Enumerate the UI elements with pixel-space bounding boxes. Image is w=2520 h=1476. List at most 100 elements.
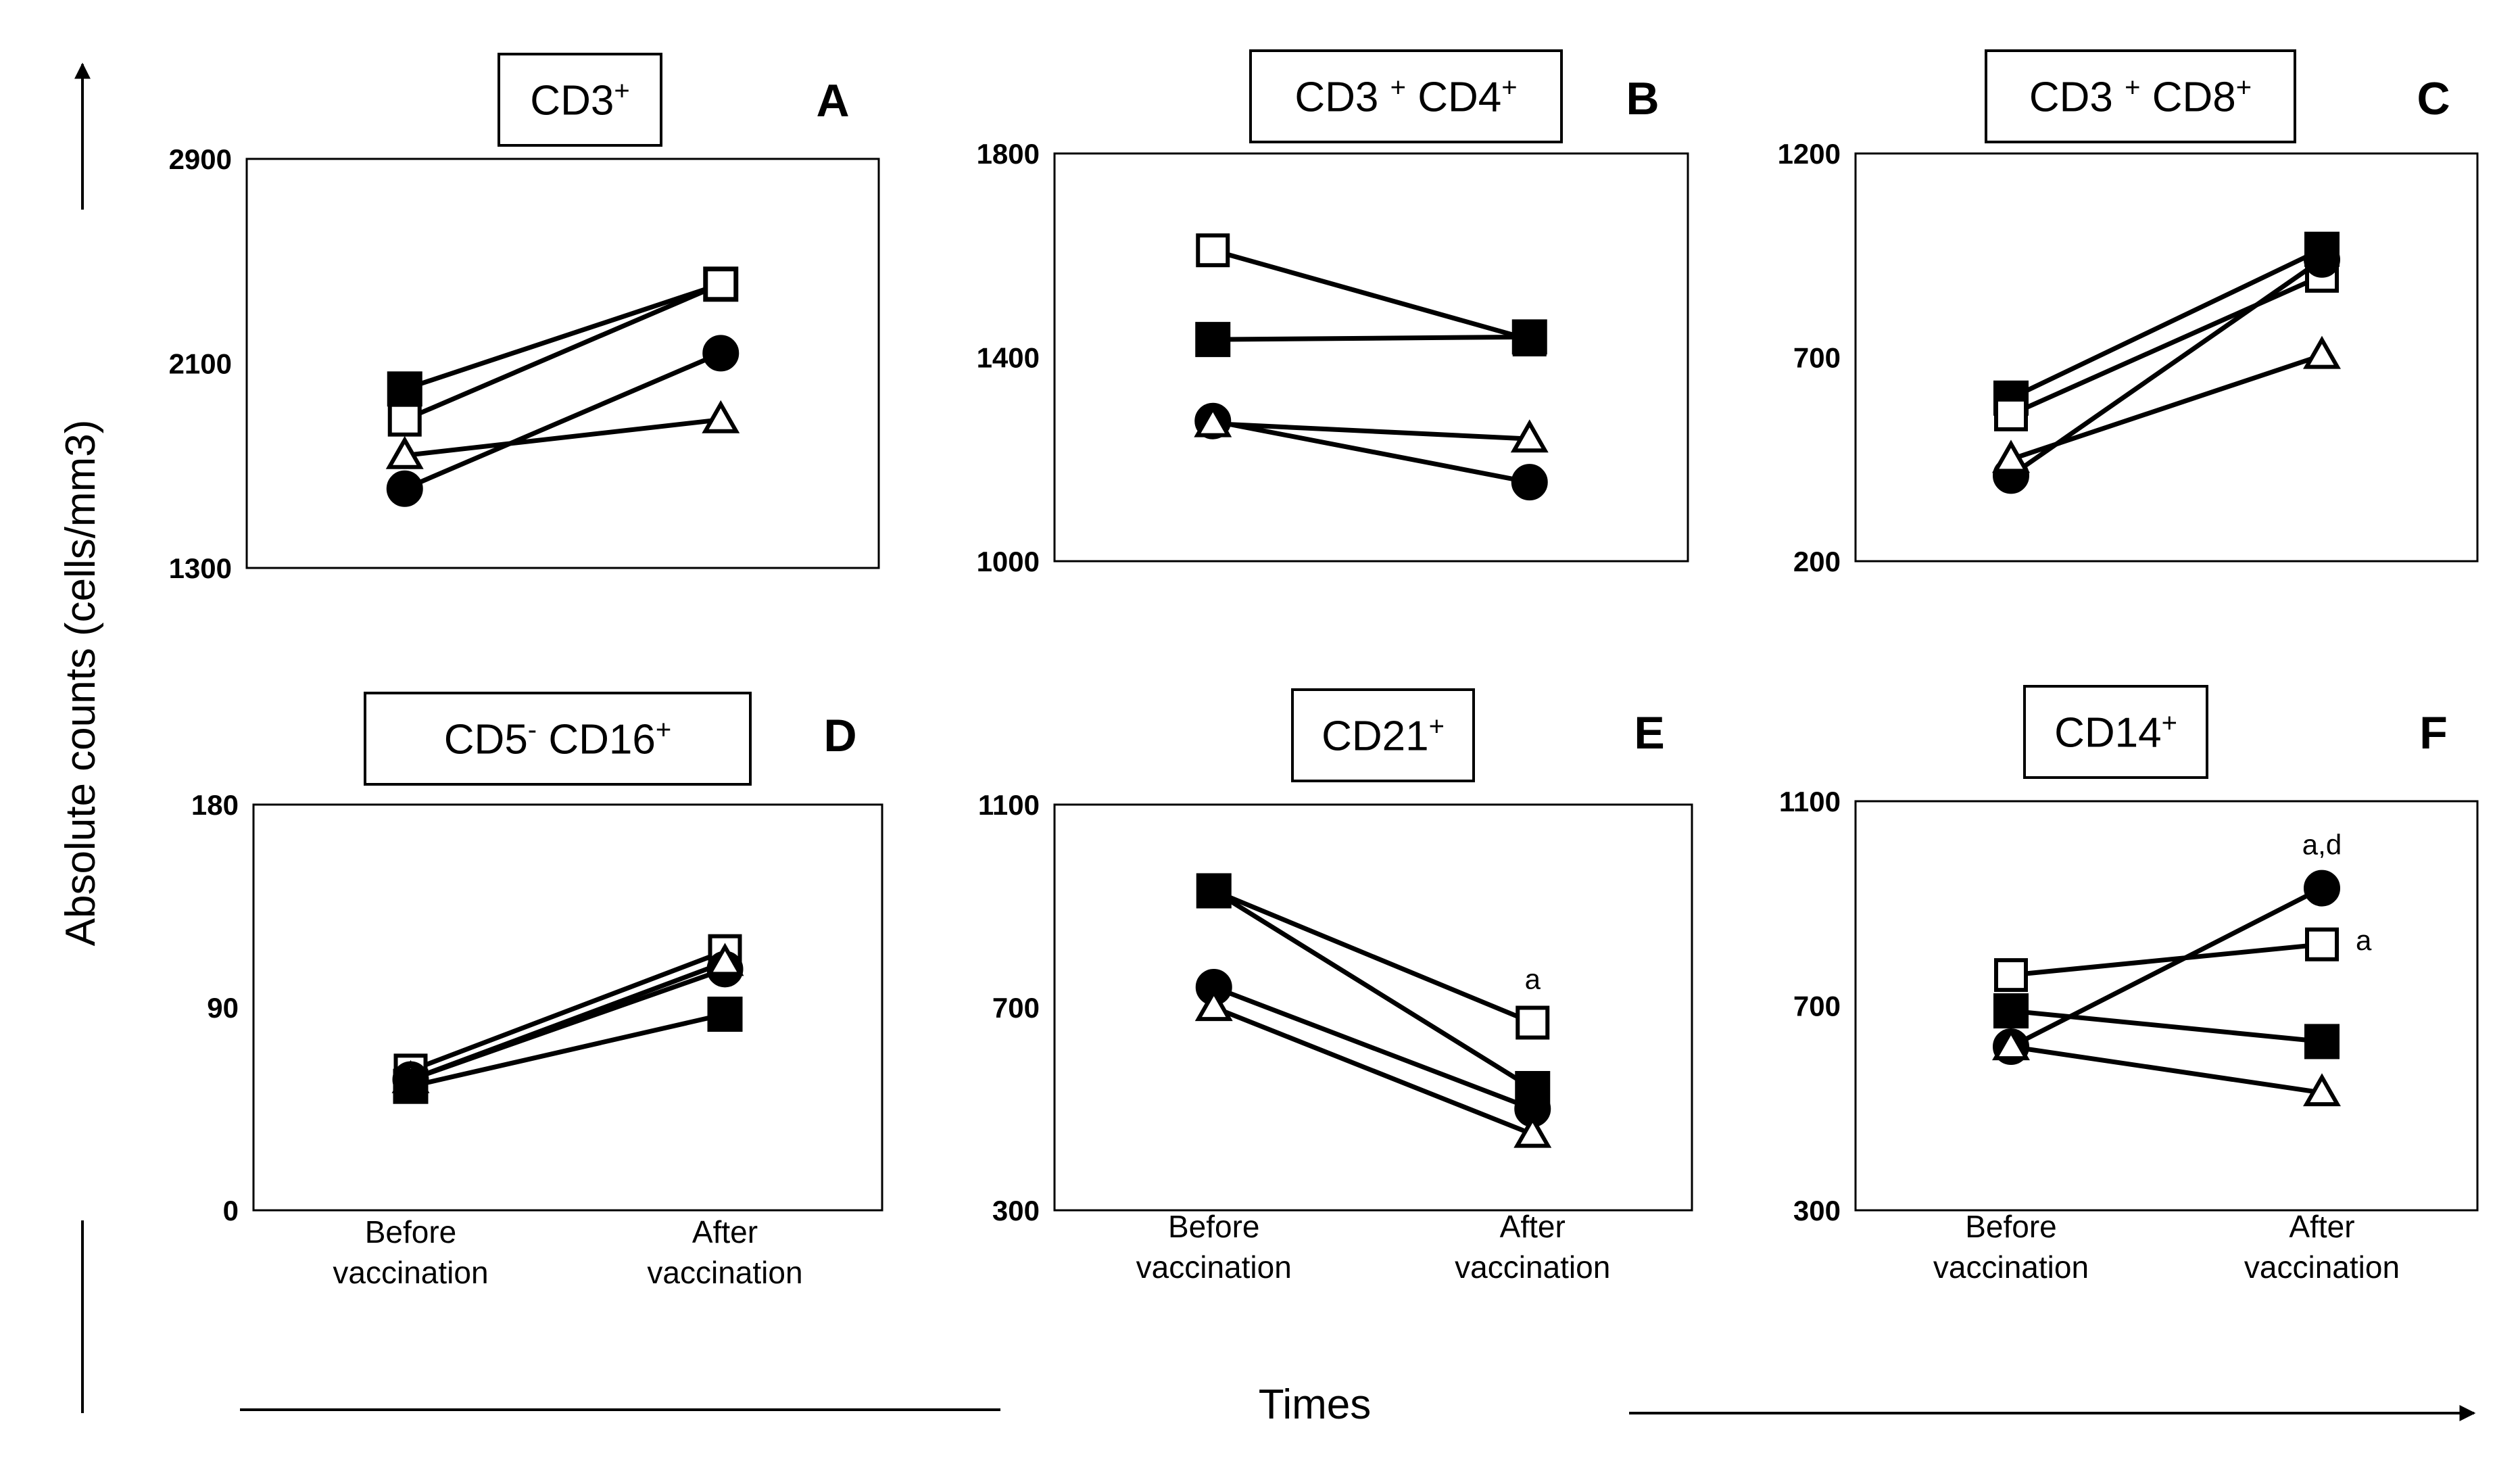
panel-a-ytick-1300: 1300 xyxy=(169,552,232,584)
panel-b-marker-open-square-before xyxy=(1196,233,1230,268)
panel-c-marker-open-triangle-before xyxy=(1992,439,2030,473)
panel-a-letter: A xyxy=(816,75,849,126)
panel-f-series-line-open-square xyxy=(2010,942,2323,978)
panel-a-ytick-2900: 2900 xyxy=(169,143,232,175)
panel-e-title-box xyxy=(1291,688,1475,782)
panel-d-ytick-90: 90 xyxy=(207,992,239,1024)
panel-b-series-line-filled-circle xyxy=(1212,419,1530,485)
panel-c-marker-filled-circle-after xyxy=(2304,241,2340,278)
panel-b-title: CD3 + CD4+ xyxy=(1294,73,1517,121)
panel-a-marker-open-square-after xyxy=(704,267,738,302)
panel-c-title-box xyxy=(1985,49,2296,143)
panel-e-title: CD21+ xyxy=(1322,712,1445,760)
panel-f: CD14+ F 300 700 1100 Before vaccination After va… xyxy=(1779,685,2479,1285)
panel-c: CD3 + CD8+ C 200 700 1200 xyxy=(1778,49,2479,577)
panel-e-ytick-300: 300 xyxy=(992,1195,1040,1227)
panel-f-marker-filled-square-before xyxy=(1993,993,2029,1029)
panel-c-series-line-open-triangle xyxy=(2010,353,2323,462)
panel-a-marker-open-triangle-before xyxy=(385,435,424,469)
panel-f-marker-open-triangle-after xyxy=(2303,1073,2341,1107)
panel-a-title-box xyxy=(498,53,662,147)
panel-a-series-line-open-square xyxy=(404,282,722,422)
panel-f-ytick-1100: 1100 xyxy=(1779,786,1841,817)
panel-e-series-line-open-triangle xyxy=(1213,1005,1534,1137)
panel-d-ytick-0: 0 xyxy=(223,1195,239,1227)
panel-e-series-line-open-square xyxy=(1213,888,1534,1025)
panel-f-marker-filled-square-after xyxy=(2304,1024,2340,1060)
panel-c-marker-open-triangle-after xyxy=(2303,335,2341,369)
panel-b-ytick-1800: 1800 xyxy=(977,138,1040,170)
panel-d-marker-filled-square-after xyxy=(707,997,743,1032)
panel-c-plot-frame xyxy=(1854,152,2479,563)
panel-d-plot-frame xyxy=(252,803,883,1212)
panel-b-plot-frame xyxy=(1053,152,1689,563)
panel-c-letter: C xyxy=(2417,73,2450,124)
panel-f-marker-open-square-before xyxy=(1994,958,2028,993)
panel-d-marker-filled-square-before xyxy=(393,1068,429,1104)
panel-f-category-after-vaccination: After vaccination xyxy=(2244,1209,2400,1285)
panel-e-series-line-filled-circle xyxy=(1213,984,1534,1112)
panel-b-marker-filled-square-after xyxy=(1511,319,1547,355)
panel-e-marker-open-triangle-before xyxy=(1194,988,1233,1022)
panel-e-ytick-1100: 1100 xyxy=(978,789,1040,821)
panel-e: CD21+ E 300 700 1100 Before vaccination After va… xyxy=(978,688,1693,1285)
panel-a-title: CD3+ xyxy=(530,76,629,124)
panel-e-ytick-700: 700 xyxy=(992,992,1040,1024)
panel-d: CD5- CD16+ D 0 90 180 Before vaccination After v… xyxy=(191,692,883,1290)
panel-a-ytick-2100: 2100 xyxy=(169,348,232,380)
panel-c-series-line-filled-square xyxy=(2010,247,2323,400)
panel-d-series-line-filled-square xyxy=(410,1011,726,1089)
panel-a-series-line-filled-square xyxy=(404,281,722,391)
panel-a-marker-filled-square-before xyxy=(387,371,422,407)
panel-c-series-line-open-square xyxy=(2010,273,2323,417)
panel-b-marker-open-triangle-before xyxy=(1194,404,1232,437)
panel-f-title: CD14+ xyxy=(2054,709,2177,757)
panel-c-ytick-1200: 1200 xyxy=(1778,138,1841,170)
panel-e-marker-open-square-after xyxy=(1516,1005,1550,1040)
panel-c-ytick-700: 700 xyxy=(1793,342,1841,374)
x-axis-title: Times xyxy=(1259,1381,1371,1428)
panel-f-marker-filled-circle-after xyxy=(2304,870,2340,907)
panel-f-marker-open-square-after xyxy=(2305,927,2339,961)
panel-b-ytick-1400: 1400 xyxy=(977,342,1040,374)
panel-f-series-line-open-triangle xyxy=(2010,1044,2323,1095)
panel-a-marker-open-square-before xyxy=(387,402,422,437)
panel-b-title-box xyxy=(1249,49,1563,143)
panel-f-annotation-a: a xyxy=(2356,924,2372,956)
panel-e-category-before-vaccination: Before vaccination xyxy=(1136,1209,1292,1285)
panel-c-ytick-200: 200 xyxy=(1793,546,1841,577)
panel-c-marker-open-square-before xyxy=(1994,397,2028,431)
panel-a-marker-open-triangle-after xyxy=(702,400,740,433)
panel-e-category-after-vaccination: After vaccination xyxy=(1455,1209,1610,1285)
panel-b-marker-filled-circle-after xyxy=(1511,464,1548,501)
panel-f-ytick-300: 300 xyxy=(1793,1195,1841,1227)
panel-e-marker-open-triangle-after xyxy=(1513,1114,1552,1148)
panel-b-series-line-filled-square xyxy=(1213,334,1530,342)
panel-f-marker-open-triangle-before xyxy=(1992,1027,2030,1061)
panel-f-ytick-700: 700 xyxy=(1793,991,1841,1022)
panel-d-letter: D xyxy=(823,710,856,761)
panel-b-marker-filled-square-before xyxy=(1195,322,1231,358)
panel-a-series-line-filled-circle xyxy=(404,351,722,491)
panel-f-annotation-a-d: a,d xyxy=(2302,829,2342,861)
panel-e-marker-filled-square-before xyxy=(1196,873,1232,909)
panel-f-series-line-filled-circle xyxy=(2010,886,2323,1049)
panel-d-title: CD5- CD16+ xyxy=(444,715,671,763)
panel-b-letter: B xyxy=(1626,73,1659,124)
panel-d-category-before-vaccination: Before vaccination xyxy=(333,1214,488,1290)
panel-a-marker-filled-circle-before xyxy=(386,470,423,507)
panel-e-series-line-filled-square xyxy=(1212,888,1534,1091)
panel-e-annotation-a: a xyxy=(1525,963,1541,995)
panel-a-series-line-open-triangle xyxy=(404,417,721,458)
panel-d-series-line-open-triangle xyxy=(410,960,726,1082)
panel-b: CD3 + CD4+ B 1000 1400 1800 xyxy=(977,49,1689,577)
panel-a-plot-frame xyxy=(245,158,880,569)
panel-c-title: CD3 + CD8+ xyxy=(2029,73,2252,121)
panel-b-ytick-1000: 1000 xyxy=(977,546,1040,577)
panel-d-ytick-180: 180 xyxy=(191,789,239,821)
panel-b-series-line-open-triangle xyxy=(1213,421,1530,442)
panel-f-plot-frame xyxy=(1854,800,2479,1212)
panel-d-marker-open-triangle-after xyxy=(706,943,744,976)
panel-b-series-line-open-square xyxy=(1212,247,1530,342)
